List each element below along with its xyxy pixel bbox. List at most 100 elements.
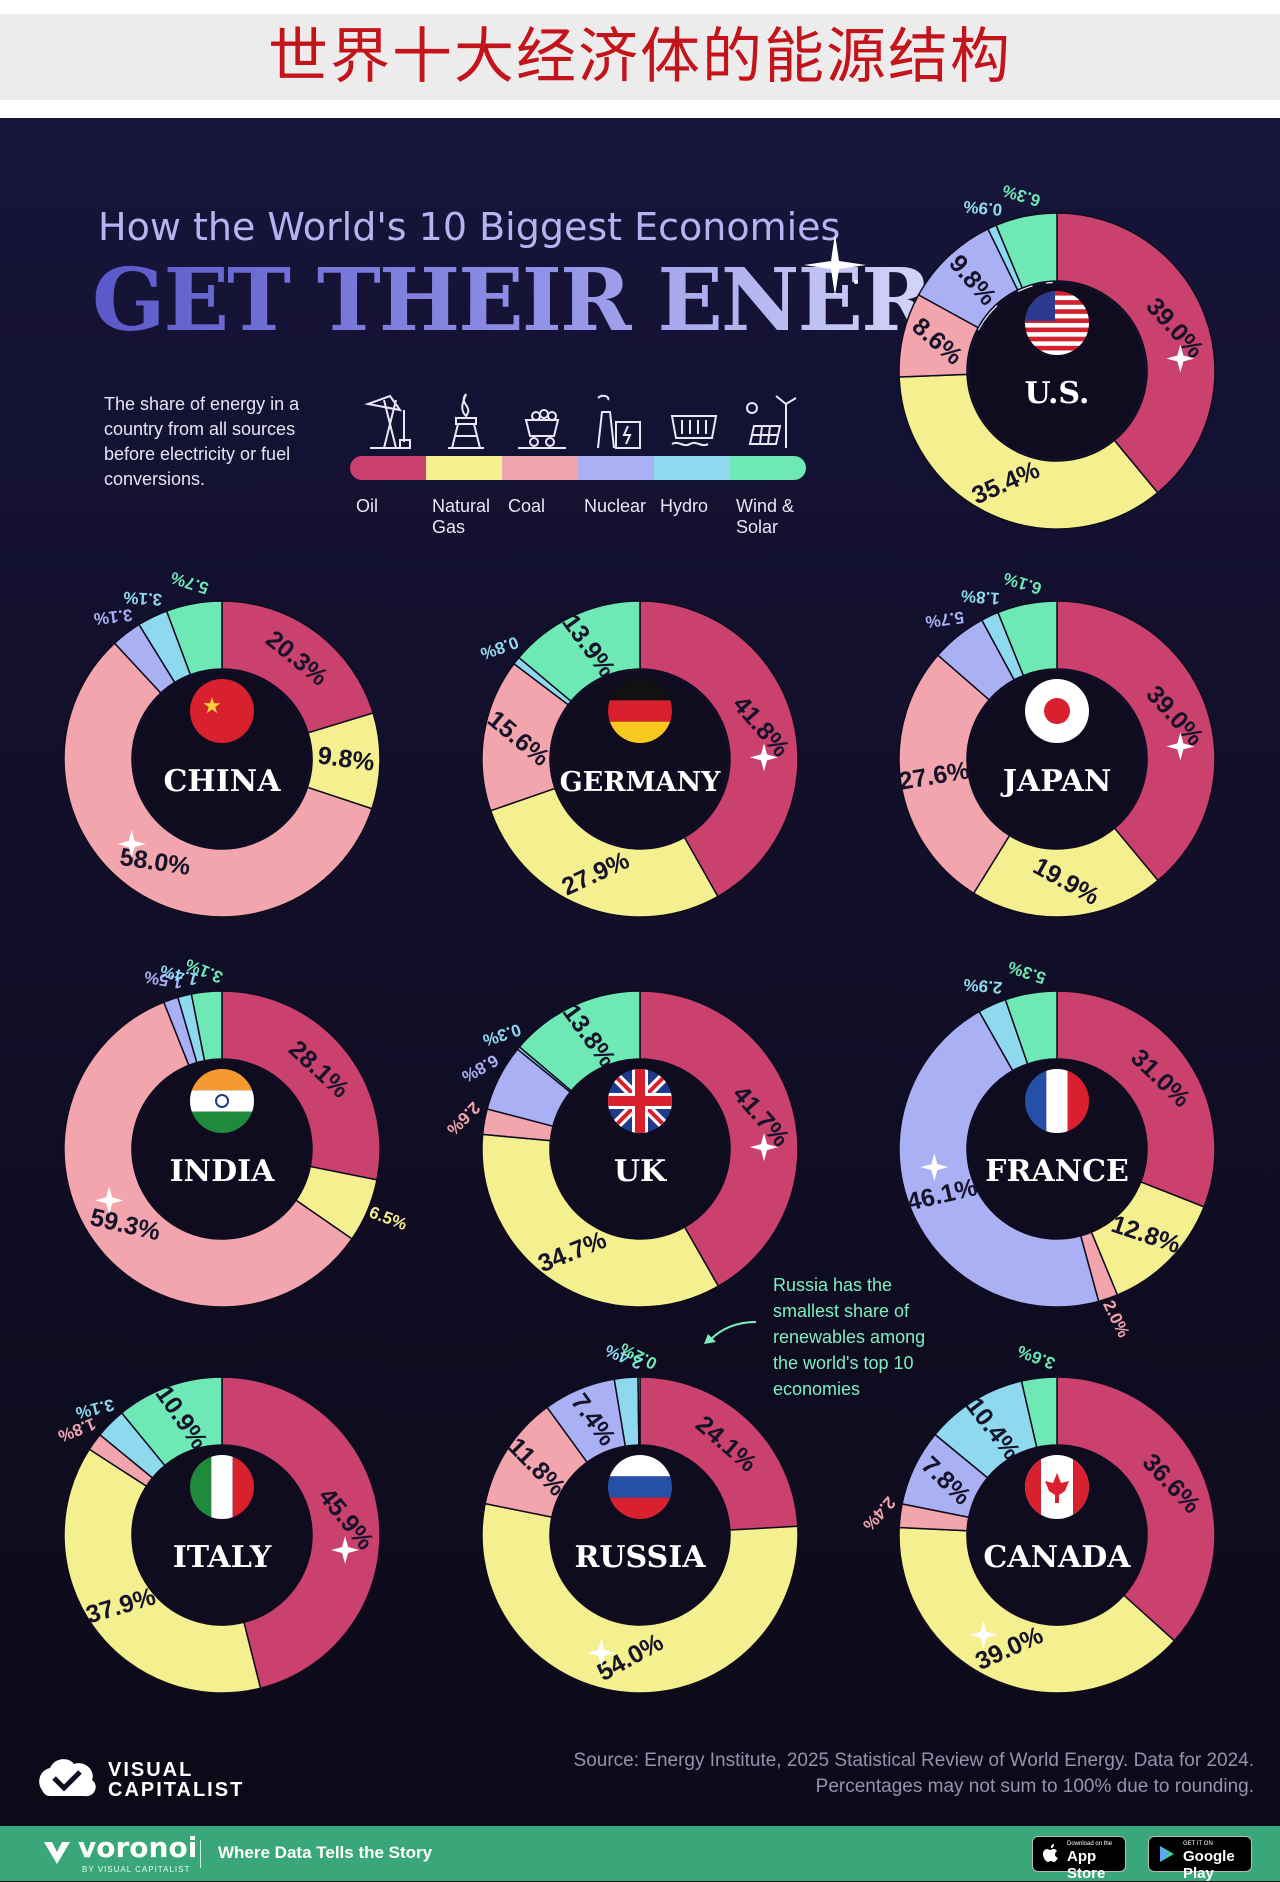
country-name-russia: RUSSIA — [574, 1540, 706, 1575]
donut-hole-germany — [552, 671, 728, 847]
voronoi-logo-icon — [44, 1842, 70, 1864]
top-banner: 世界十大经济体的能源结构 — [0, 0, 1280, 118]
label-italy-hydro: 3.1% — [74, 1395, 116, 1423]
label-uk-hydro: 0.3% — [481, 1020, 524, 1050]
source-line-1: Source: Energy Institute, 2025 Statistic… — [573, 1750, 1254, 1771]
legend-label-nuclear: Nuclear — [584, 496, 647, 516]
legend-label-hydro: Hydro — [660, 496, 709, 516]
slice-japan-oil — [1056, 600, 1216, 882]
donut-hole-india — [134, 1061, 310, 1237]
slice-germany-oil — [639, 600, 799, 898]
sparkle-germany-icon — [749, 743, 778, 772]
slice-germany-wind-solar — [517, 600, 641, 703]
donut-china: 20.3%9.8%58.0%3.1%3.1%5.7%★CHINA — [63, 568, 381, 918]
slice-uk-natural-gas — [481, 1133, 720, 1308]
slice-canada-oil — [1056, 1376, 1216, 1642]
legend-item-gas: Natural Gas — [426, 388, 502, 548]
legend-bar-oil — [350, 456, 426, 480]
donut-hole-china — [134, 671, 310, 847]
label-canada-coal: 2.4% — [859, 1493, 899, 1534]
legend-item-coal: Coal — [502, 388, 578, 548]
flag-us-icon — [1025, 291, 1089, 355]
slice-us-wind-solar — [995, 212, 1058, 289]
vc-wordmark: VISUAL CAPITALIST — [108, 1760, 244, 1800]
source-line-2: Percentages may not sum to 100% due to r… — [815, 1776, 1254, 1797]
footer-divider — [200, 1840, 201, 1868]
sparkle-us-icon — [1166, 344, 1195, 373]
donut-hole-italy — [134, 1447, 310, 1623]
sparkle-india-icon — [95, 1186, 124, 1215]
description-text: The share of energy in a country from al… — [104, 394, 300, 489]
slice-uk-oil — [639, 990, 799, 1288]
label-japan-nuclear: 5.7% — [924, 607, 965, 631]
flag-russia-icon — [608, 1455, 672, 1519]
donut-russia: 24.1%54.0%11.8%7.4%2.4%0.2%RUSSIA — [481, 1339, 799, 1694]
slice-us-natural-gas — [898, 373, 1159, 530]
flag-france-icon — [1025, 1069, 1089, 1133]
label-france-coal: 2.0% — [1099, 1297, 1133, 1340]
flag-germany-icon — [608, 679, 672, 743]
slice-italy-oil — [221, 1376, 381, 1690]
slice-russia-natural-gas — [481, 1502, 799, 1694]
label-japan-hydro: 1.8% — [960, 586, 1000, 608]
label-japan-wind-solar: 6.1% — [1001, 568, 1044, 598]
vc-mark-icon — [39, 1759, 96, 1797]
sparkle-italy-icon — [331, 1536, 360, 1565]
sparkle-japan-icon — [1166, 732, 1195, 761]
slice-uk-wind-solar — [518, 990, 641, 1092]
sparkle-icon — [804, 234, 866, 296]
country-name-india: INDIA — [170, 1154, 276, 1189]
flag-uk-icon — [608, 1069, 672, 1133]
country-name-china: CHINA — [164, 764, 282, 799]
app-store-button[interactable]: Download on the App Store — [1032, 1836, 1126, 1882]
google-play-button[interactable]: GET IT ON Google Play — [1148, 1836, 1252, 1882]
donut-hole-uk — [552, 1061, 728, 1237]
label-uk-nuclear: 6.8% — [458, 1050, 501, 1086]
donut-hole-us — [969, 283, 1145, 459]
slice-us-oil — [1056, 212, 1216, 494]
label-china-nuclear: 3.1% — [93, 605, 134, 628]
donut-hole-japan — [969, 671, 1145, 847]
voronoi-subtitle: BY VISUAL CAPITALIST — [82, 1865, 191, 1874]
slice-germany-natural-gas — [489, 787, 719, 918]
donut-uk: 41.7%34.7%2.6%6.8%0.3% 13.8%UK — [443, 990, 799, 1308]
voronoi-wordmark[interactable]: voronoi — [78, 1831, 198, 1864]
country-name-germany: GERMANY — [560, 767, 722, 798]
country-name-canada: CANADA — [983, 1540, 1131, 1575]
country-name-us: U.S. — [1025, 376, 1090, 411]
banner-band — [0, 14, 1280, 100]
label-canada-wind-solar: 3.6% — [1015, 1341, 1058, 1373]
slice-japan-coal — [898, 654, 1011, 895]
donut-france: 31.0%12.8%2.0%46.1%2.9% 5.3%FRANCE — [898, 957, 1216, 1340]
country-name-uk: UK — [614, 1154, 667, 1189]
sparkle-china-icon — [117, 829, 146, 858]
nuclear-plant-icon — [597, 394, 641, 449]
legend-bar-gas — [426, 456, 502, 480]
donut-hole-canada — [969, 1447, 1145, 1623]
hydro-dam-icon — [670, 415, 718, 447]
vc-wordmark-line1: VISUAL — [108, 1759, 194, 1781]
slice-italy-natural-gas — [63, 1448, 262, 1694]
donut-hole-russia — [552, 1447, 728, 1623]
oil-pump-icon — [364, 394, 411, 449]
legend-bar-hydro — [654, 456, 730, 480]
slice-india-wind-solar — [190, 990, 223, 1062]
legend-label-oil: Oil — [356, 496, 378, 516]
slice-china-coal — [63, 642, 373, 918]
gas-flame-icon — [448, 393, 484, 449]
legend-item-wind-solar: Wind & Solar — [730, 388, 806, 548]
donut-canada: 36.6%39.0%2.4%7.8%10.4%3.6%CANADA — [859, 1341, 1216, 1694]
legend-item-nuclear: Nuclear — [578, 388, 654, 548]
slice-canada-natural-gas — [898, 1526, 1176, 1694]
label-uk-coal: 2.6% — [443, 1098, 484, 1139]
donut-hole-france — [969, 1061, 1145, 1237]
label-china-wind-solar: 5.7% — [168, 568, 211, 598]
flag-india-icon — [190, 1069, 254, 1133]
slice-japan-wind-solar — [996, 600, 1058, 677]
banner-title: 世界十大经济体的能源结构 — [268, 22, 1012, 92]
donut-japan: 39.0%19.9%27.6%5.7%1.8% 6.1%JAPAN — [897, 568, 1216, 918]
source-note: Source: Energy Institute, 2025 Statistic… — [534, 1748, 1254, 1800]
apple-icon — [1043, 1844, 1058, 1862]
label-china-hydro: 3.1% — [123, 588, 163, 609]
